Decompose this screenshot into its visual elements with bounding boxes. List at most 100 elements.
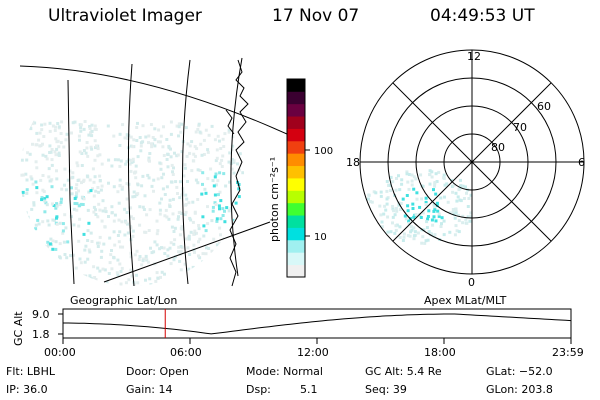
- geo-pixel: [93, 158, 97, 162]
- geo-pixel: [83, 248, 87, 252]
- geo-pixel: [147, 134, 151, 138]
- geo-pixel: [94, 213, 98, 216]
- geo-pixel: [174, 255, 178, 259]
- geo-pixel: [72, 253, 76, 257]
- geo-pixel: [48, 151, 52, 154]
- geo-pixel: [196, 128, 200, 131]
- dsp-label: Dsp:: [246, 383, 271, 396]
- geo-pixel: [70, 131, 73, 135]
- geo-pixel: [216, 134, 220, 138]
- geo-pixel: [129, 255, 133, 259]
- polar-pixel: [434, 172, 438, 176]
- geo-pixel: [184, 202, 188, 206]
- polar-pixel: [379, 190, 383, 194]
- geo-pixel: [64, 226, 68, 230]
- geo-pixel: [209, 167, 213, 171]
- geo-pixel: [26, 151, 30, 155]
- geo-pixel: [103, 206, 107, 210]
- polar-pixel: [462, 197, 466, 200]
- geo-pixel: [219, 199, 223, 203]
- geo-pixel: [116, 258, 120, 262]
- geo-pixel: [192, 243, 196, 247]
- geo-pixel: [166, 254, 170, 258]
- geo-pixel: [136, 192, 140, 196]
- geo-pixel: [213, 201, 217, 205]
- geo-pixel: [176, 192, 179, 195]
- polar-pixel: [435, 180, 439, 183]
- geo-pixel: [178, 180, 182, 184]
- geo-pixel: [60, 120, 64, 124]
- polar-pixel: [423, 241, 427, 245]
- filter-info: Flt: LBHL: [6, 365, 55, 378]
- mlat-label-80: 80: [491, 141, 505, 154]
- geo-pixel: [177, 245, 181, 249]
- polar-pixel: [401, 239, 405, 242]
- geo-pixel: [179, 250, 183, 254]
- ip-info: IP: 36.0: [6, 383, 48, 396]
- geo-pixel: [45, 195, 49, 199]
- geo-pixel: [59, 141, 63, 145]
- geo-pixel: [79, 261, 83, 265]
- geo-pixel: [232, 171, 236, 175]
- geo-pixel: [33, 269, 37, 273]
- geo-pixel: [165, 284, 169, 286]
- geo-pixel: [176, 153, 180, 157]
- geo-pixel: [59, 132, 63, 135]
- polar-pixel: [440, 222, 443, 226]
- geo-pixel: [171, 197, 175, 201]
- geo-pixel: [175, 124, 179, 128]
- geo-pixel: [186, 246, 190, 250]
- geo-pixel: [57, 153, 61, 157]
- geo-pixel: [65, 256, 69, 260]
- polar-pixel: [410, 228, 414, 232]
- geo-pixel: [100, 184, 104, 188]
- geo-pixel: [126, 137, 130, 140]
- geo-pixel: [129, 135, 133, 139]
- polar-pixel: [374, 225, 378, 229]
- gain-info: Gain: 14: [126, 383, 173, 396]
- geo-pixel: [85, 146, 89, 150]
- geo-pixel: [56, 139, 60, 143]
- altitude-ylabel: GC Alt: [12, 311, 25, 346]
- mlat-label-70: 70: [513, 121, 527, 134]
- polar-pixel: [389, 230, 393, 234]
- geo-pixel: [113, 213, 117, 217]
- gc-alt-info: GC Alt: 5.4 Re: [365, 365, 442, 378]
- geo-pixel: [21, 190, 25, 194]
- geo-pixel: [83, 260, 87, 264]
- geo-pixel: [51, 247, 55, 251]
- geo-pixel: [226, 282, 229, 286]
- polar-pixel: [374, 191, 378, 195]
- polar-pixel: [454, 224, 458, 228]
- geo-pixel: [144, 257, 148, 261]
- polar-pixel: [406, 209, 410, 213]
- geo-pixel: [55, 204, 59, 208]
- geo-pixel: [107, 158, 111, 162]
- geo-pixel: [129, 144, 133, 148]
- geo-pixel: [195, 231, 198, 235]
- geo-pixel: [73, 197, 77, 200]
- geo-pixel: [99, 188, 103, 192]
- geo-pixel: [147, 229, 151, 232]
- geo-pixel: [79, 202, 83, 206]
- polar-pixel: [439, 196, 443, 200]
- colorbar-segment: [287, 79, 305, 92]
- geo-pixel: [221, 207, 225, 211]
- geo-pixel: [161, 187, 165, 191]
- geo-pixel: [140, 184, 144, 188]
- polar-pixel: [433, 184, 437, 188]
- geo-pixel: [34, 180, 38, 184]
- geo-pixel: [180, 225, 184, 229]
- geo-pixel: [144, 135, 148, 139]
- geo-pixel: [41, 220, 45, 224]
- geo-pixel: [31, 122, 35, 126]
- geo-pixel: [218, 171, 222, 175]
- geo-pixel: [150, 251, 154, 255]
- geo-pixel: [209, 257, 213, 261]
- geo-pixel: [155, 219, 159, 223]
- polar-pixel: [407, 187, 411, 191]
- geo-pixel: [74, 280, 78, 283]
- geo-pixel: [137, 258, 141, 261]
- geo-pixel: [48, 242, 52, 246]
- colorbar-segment: [287, 252, 305, 266]
